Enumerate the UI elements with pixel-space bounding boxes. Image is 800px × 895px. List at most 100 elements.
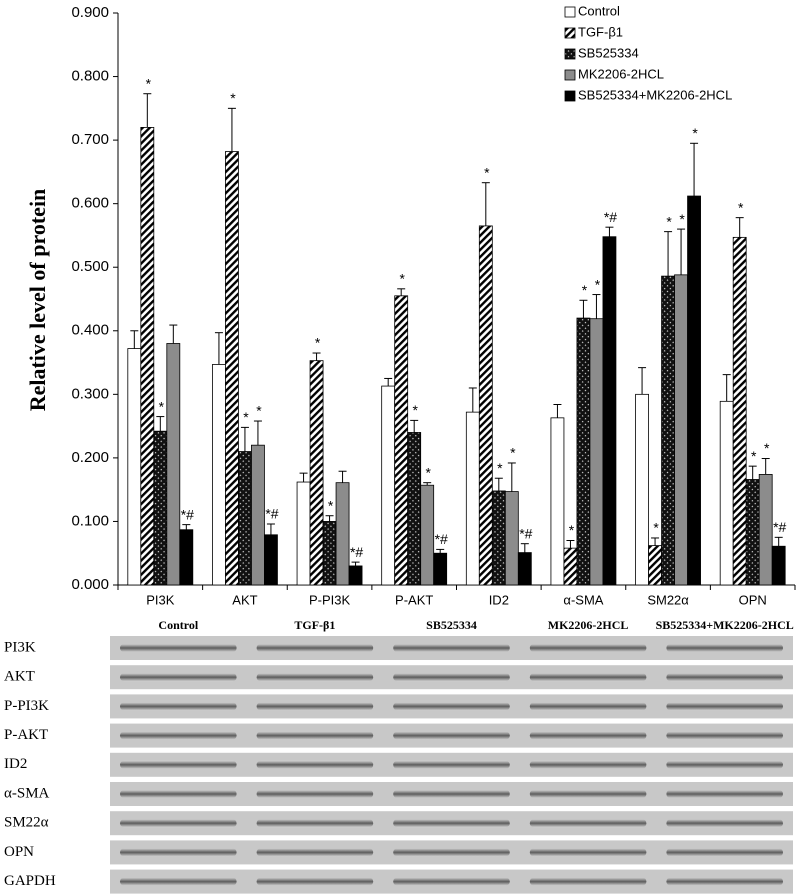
legend-label: SB525334 — [578, 45, 639, 60]
error-bar — [436, 548, 445, 554]
annotation: * — [692, 125, 698, 141]
annotation: * — [582, 282, 588, 298]
error-bar — [169, 324, 178, 344]
bar — [433, 552, 448, 586]
bar — [648, 545, 662, 586]
y-tick-label: 0.800 — [71, 68, 109, 85]
blot-band — [256, 819, 374, 828]
legend-label: TGF-β1 — [578, 24, 623, 39]
error-bar — [156, 416, 165, 432]
y-tick-label: 0.900 — [71, 4, 109, 21]
blot-band — [666, 848, 783, 857]
error-bar — [638, 367, 647, 395]
error-bar — [214, 332, 223, 365]
x-tick-label: P-AKT — [395, 592, 433, 607]
blot-band — [666, 790, 783, 798]
bar — [420, 484, 435, 586]
annotation: *# — [265, 506, 278, 522]
blot-band — [256, 790, 374, 798]
error-bar — [227, 107, 236, 152]
annotation: * — [146, 75, 152, 91]
legend-label: SB525334+MK2206-2HCL — [578, 87, 732, 102]
lane-label: TGF-β1 — [294, 618, 335, 632]
annotation: * — [653, 520, 659, 536]
blot-band — [666, 731, 783, 740]
bar — [491, 490, 506, 586]
bar — [238, 451, 252, 586]
error-bar — [384, 377, 393, 387]
bar — [550, 417, 565, 586]
error-bar — [312, 352, 321, 361]
blot-band — [120, 731, 237, 740]
annotation: * — [595, 276, 601, 292]
bar — [576, 317, 591, 586]
bar — [407, 432, 422, 586]
blot-band — [393, 673, 510, 682]
lane-label: SB525334 — [426, 618, 477, 632]
error-bar — [338, 470, 347, 483]
error-bar — [130, 330, 139, 349]
bar — [589, 318, 604, 586]
error-bar — [677, 228, 686, 275]
western-blot: Control TGF-β1 SB525334 MK2206-2HCL SB525334… — [4, 618, 794, 894]
blot-band — [256, 731, 374, 740]
error-bar — [468, 387, 477, 413]
x-tick-label: α-SMA — [563, 592, 603, 607]
annotation: * — [412, 402, 418, 418]
error-bar — [690, 142, 699, 197]
error-bar — [397, 288, 406, 296]
blot-band — [529, 877, 647, 886]
legend-swatch — [564, 69, 576, 81]
x-tick-label: AKT — [232, 592, 257, 607]
bar — [348, 565, 363, 586]
bar — [335, 482, 350, 586]
annotation: * — [497, 460, 503, 476]
bar — [127, 348, 142, 586]
blot-band — [529, 848, 647, 857]
bar — [504, 491, 519, 586]
annotation: *# — [773, 519, 786, 535]
error-bar — [761, 458, 770, 475]
annotation: * — [666, 213, 672, 229]
row-label: P-AKT — [4, 727, 48, 743]
bar — [635, 393, 649, 586]
bar — [153, 430, 168, 586]
bar — [465, 411, 480, 586]
annotation: * — [764, 440, 770, 456]
blot-band — [120, 877, 237, 886]
error-bar — [266, 523, 275, 535]
error-bar — [494, 477, 503, 491]
error-bar — [722, 374, 731, 402]
row-label: P-PI3K — [4, 698, 49, 714]
blot-band — [393, 760, 510, 769]
blot-band — [666, 877, 783, 886]
blot-band — [256, 877, 374, 886]
error-bar — [664, 231, 673, 277]
y-tick-label: 0.000 — [71, 576, 109, 593]
error-bar — [735, 217, 744, 238]
annotation: * — [751, 448, 757, 464]
error-bar — [299, 472, 308, 483]
row-label: OPN — [4, 844, 34, 860]
blot-band — [120, 819, 237, 828]
error-bar — [143, 93, 152, 128]
blot-band — [393, 731, 510, 740]
error-bar — [481, 182, 490, 226]
blot-band — [666, 644, 783, 652]
x-tick-label: SM22α — [647, 592, 689, 607]
legend-swatch — [564, 48, 576, 60]
error-bar — [605, 226, 614, 237]
blot-band — [256, 848, 374, 857]
annotation: * — [569, 522, 575, 538]
x-tick-label: PI3K — [146, 592, 175, 607]
annotation: *# — [350, 544, 363, 560]
annotation: * — [484, 164, 490, 180]
annotation: * — [510, 445, 516, 461]
blot-band — [529, 790, 647, 798]
blot-band — [120, 673, 237, 682]
bar — [251, 444, 265, 586]
blot-band — [393, 702, 510, 711]
blot-band — [393, 877, 510, 886]
